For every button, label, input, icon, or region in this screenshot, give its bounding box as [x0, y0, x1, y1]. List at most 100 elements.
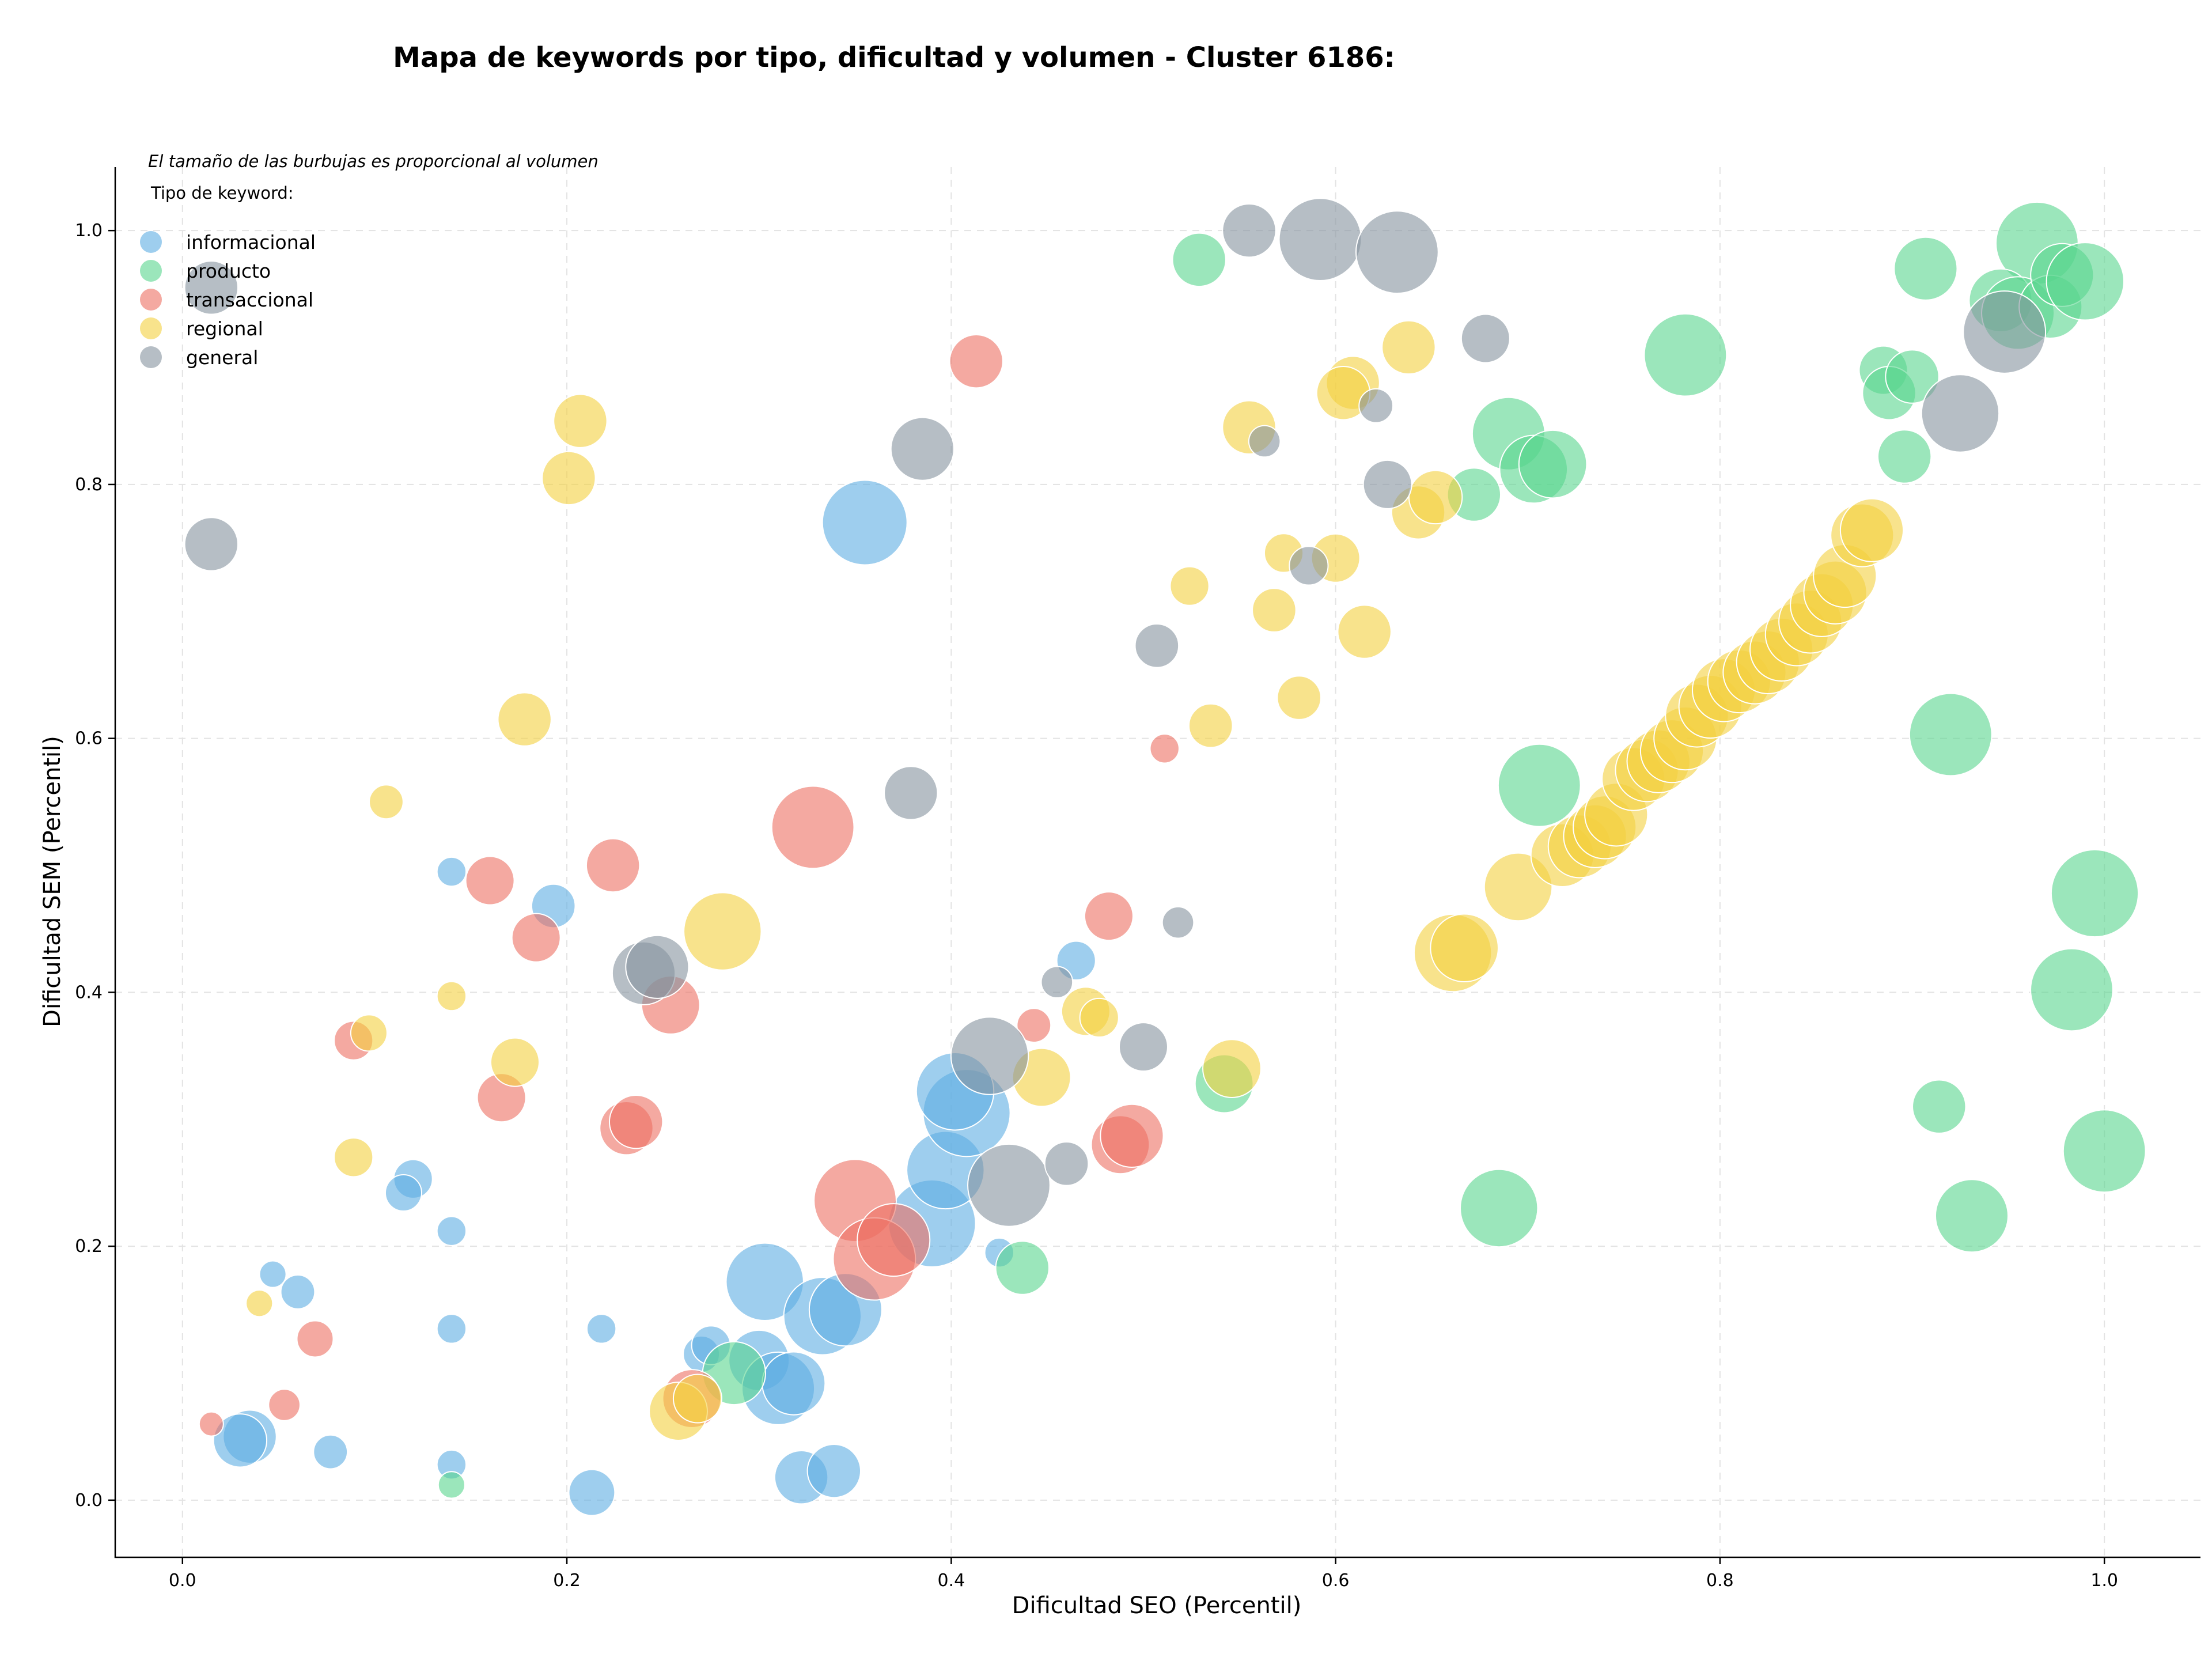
bubble-general — [1355, 210, 1439, 294]
bubble-regional — [1430, 913, 1499, 983]
bubble-general — [1248, 425, 1281, 458]
legend-label-transaccional: transaccional — [186, 289, 313, 311]
bubble-regional — [1408, 470, 1463, 525]
bubble-informacional — [280, 1274, 316, 1310]
bubble-transaccional — [511, 913, 561, 963]
bubble-informacional — [259, 1260, 287, 1288]
y-tick-label: 0.8 — [75, 475, 103, 495]
bubble-regional — [1202, 1039, 1262, 1098]
bubble-regional — [490, 1037, 540, 1087]
bubble-regional — [683, 892, 762, 971]
bubble-regional — [497, 692, 552, 747]
bubble-regional — [541, 451, 596, 506]
legend-marker-informacional — [140, 231, 162, 253]
legend-label-producto: producto — [186, 260, 271, 282]
bubble-producto — [1460, 1168, 1539, 1248]
bubble-producto — [1885, 349, 1940, 404]
bubble-transaccional — [296, 1320, 334, 1358]
bubble-general — [1358, 388, 1394, 423]
bubble-regional — [1169, 566, 1210, 606]
legend-marker-producto — [140, 260, 162, 282]
bubble-informacional — [213, 1413, 268, 1468]
bubble-producto — [1893, 236, 1958, 301]
x-tick-label: 1.0 — [2090, 1571, 2118, 1591]
bubble-informacional — [384, 1174, 422, 1212]
bubble-transaccional — [608, 1094, 664, 1149]
bubble-general — [1921, 374, 2000, 453]
bubble-regional — [672, 1374, 722, 1424]
bubble-informacional — [436, 1216, 467, 1246]
bubble-transaccional — [585, 838, 641, 893]
y-tick-label: 1.0 — [75, 221, 103, 241]
bubble-general — [950, 1016, 1029, 1095]
bubble-transaccional — [1016, 1008, 1052, 1043]
bubble-regional — [1381, 320, 1436, 375]
x-tick-label: 0.8 — [1706, 1571, 1734, 1591]
y-tick-label: 0.6 — [75, 729, 103, 749]
bubble-regional — [334, 1137, 374, 1178]
bubble-regional — [1188, 703, 1233, 748]
bubble-producto — [2046, 242, 2125, 321]
bubble-informacional — [821, 479, 908, 566]
bubble-informacional — [436, 1314, 467, 1344]
bubble-general — [184, 517, 239, 572]
bubble-general — [625, 934, 690, 999]
legend-label-general: general — [186, 346, 258, 369]
bubble-general — [967, 1143, 1051, 1227]
x-tick-label: 0.2 — [553, 1571, 581, 1591]
bubble-transaccional — [198, 1411, 224, 1437]
bubble-general — [1118, 1022, 1168, 1072]
bubble-transaccional — [1149, 733, 1180, 764]
bubble-general — [884, 766, 938, 820]
bubble-regional — [553, 394, 608, 448]
bubble-transaccional — [771, 785, 855, 869]
legend-marker-regional — [140, 317, 162, 339]
bubble-producto — [1908, 693, 1993, 777]
bubble-producto — [1934, 1179, 2009, 1253]
bubble-regional — [1337, 604, 1392, 659]
bubble-producto — [1643, 313, 1728, 397]
bubble-producto — [1877, 429, 1932, 484]
x-tick-label: 0.6 — [1322, 1571, 1350, 1591]
y-tick-label: 0.4 — [75, 982, 103, 1002]
bubble-regional — [436, 981, 467, 1012]
bubble-informacional — [313, 1434, 349, 1470]
bubble-producto — [2030, 948, 2113, 1032]
y-tick-label: 0.2 — [75, 1236, 103, 1257]
bubble-general — [890, 417, 955, 481]
bubble-general — [1278, 198, 1362, 282]
bubble-producto — [2062, 1109, 2146, 1193]
bubble-transaccional — [857, 1203, 931, 1277]
bubble-transaccional — [1100, 1103, 1164, 1168]
bubble-general — [1040, 966, 1074, 999]
bubble-transaccional — [465, 856, 515, 906]
bubble-general — [1963, 290, 2047, 374]
x-tick-label: 0.0 — [169, 1571, 196, 1591]
bubble-producto — [2050, 849, 2139, 938]
bubble-regional — [1839, 498, 1904, 562]
bubble-informacional — [436, 856, 467, 887]
legend-marker-transaccional — [140, 289, 162, 311]
bubble-informacional — [762, 1351, 826, 1416]
bubble-regional — [1277, 675, 1322, 720]
bubble-producto — [437, 1471, 465, 1499]
bubble-producto — [1912, 1079, 1967, 1134]
bubble-general — [1222, 203, 1277, 258]
legend-label-informacional: informacional — [186, 231, 316, 253]
bubble-regional — [350, 1014, 388, 1052]
bubble-general — [184, 260, 239, 315]
bubble-layer — [184, 198, 2146, 1516]
legend-marker-general — [140, 346, 162, 368]
bubble-regional — [369, 784, 404, 820]
bubble-producto — [1497, 743, 1581, 827]
bubble-general — [1289, 546, 1329, 586]
bubble-size-note: El tamaño de las burbujas es proporciona… — [148, 152, 599, 171]
bubble-transaccional — [1084, 891, 1134, 941]
bubble-transaccional — [949, 334, 1003, 389]
legend-label-regional: regional — [186, 317, 263, 340]
legend: Tipo de keyword: informacional producto tr… — [140, 183, 316, 369]
bubble-regional — [1079, 997, 1119, 1038]
bubble-general — [1460, 313, 1510, 364]
bubble-producto — [995, 1240, 1050, 1295]
